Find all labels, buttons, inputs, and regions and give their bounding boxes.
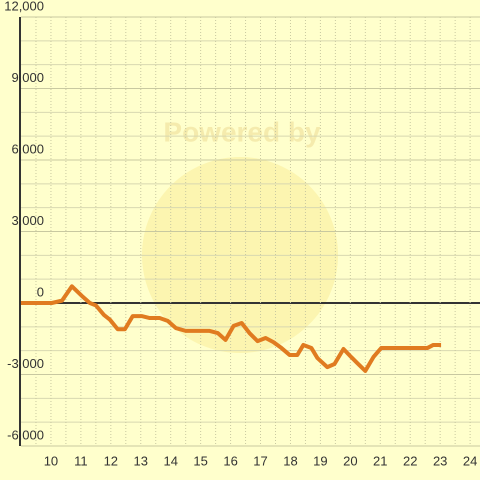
y-tick-label: 3,000 (11, 213, 44, 228)
y-tick-label: 12,000 (4, 0, 44, 13)
y-tick-label: -6,000 (7, 427, 44, 442)
x-tick-label: 16 (223, 453, 237, 468)
y-tick-label: 9,000 (11, 70, 44, 85)
y-tick-label: -3,000 (7, 356, 44, 371)
x-tick-label: 18 (283, 453, 297, 468)
x-tick-label: 22 (403, 453, 417, 468)
x-tick-label: 17 (253, 453, 267, 468)
x-tick-label: 19 (313, 453, 327, 468)
x-tick-label: 15 (193, 453, 207, 468)
x-tick-label: 24 (463, 453, 477, 468)
y-tick-label: 6,000 (11, 141, 44, 156)
data-line (21, 284, 442, 373)
x-tick-label: 20 (343, 453, 357, 468)
x-tick-label: 14 (163, 453, 177, 468)
x-tick-label: 21 (373, 453, 387, 468)
x-tick-label: 23 (433, 453, 447, 468)
y-tick-label: 0 (37, 284, 44, 299)
x-tick-label: 11 (74, 453, 88, 468)
watermark: Powered by (163, 116, 321, 147)
x-tick-label: 12 (104, 453, 118, 468)
x-tick-label: 13 (134, 453, 148, 468)
x-tick-label: 10 (44, 453, 58, 468)
